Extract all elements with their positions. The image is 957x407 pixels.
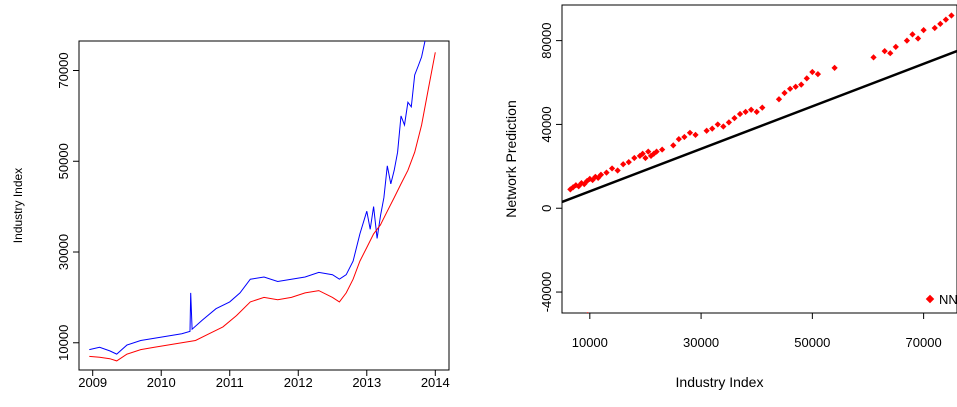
legend-label: NN [939, 292, 957, 307]
y-tick-label: 50000 [56, 143, 71, 179]
scatter-point [931, 24, 938, 32]
scatter-point [909, 31, 916, 38]
scatter-point [948, 12, 955, 19]
x-tick-label: 2013 [352, 375, 381, 390]
scatter-point [781, 89, 788, 97]
scatter-point [786, 85, 794, 92]
scatter-point [603, 169, 610, 176]
y-tick-label: 10000 [56, 325, 71, 361]
scatter-point [798, 81, 805, 88]
scatter-point [803, 75, 810, 82]
scatter-point [870, 54, 877, 61]
y-tick-label: -40000 [539, 272, 554, 312]
x-tick-label: 50000 [794, 335, 830, 350]
x-tick-label: 10000 [572, 335, 608, 350]
scatter-point [681, 133, 688, 141]
plot-area [89, 41, 436, 362]
x-tick-label: 30000 [683, 335, 719, 350]
scatter-point [736, 110, 744, 118]
legend-marker [925, 294, 935, 304]
y-axis-title: Industry Index [11, 168, 25, 243]
scatter-point [659, 146, 666, 153]
scatter-point [714, 121, 721, 128]
x-tick-label: 70000 [906, 335, 942, 350]
scatter-point [775, 96, 783, 103]
scatter-point [753, 108, 760, 115]
scatter-point [903, 37, 911, 44]
scatter-point [614, 167, 621, 174]
plot-frame [561, 4, 957, 314]
y-tick-label: 80000 [539, 23, 554, 59]
scatter-point [725, 119, 733, 126]
scatter-point [831, 64, 838, 71]
x-tick-label: 2010 [147, 375, 176, 390]
scatter-point [892, 43, 899, 51]
scatter-point [742, 108, 749, 115]
scatter-point [692, 131, 699, 139]
scatter-point [703, 127, 710, 134]
chart-1: 2009 2010 2011 2012 2013 2014 10000 30000 50000 7… [11, 40, 450, 390]
scatter-point [759, 104, 766, 111]
plot-frame [78, 40, 450, 371]
scatter-point [914, 35, 922, 42]
series-line-2 [89, 52, 436, 362]
scatter-point [675, 135, 682, 143]
scatter-point [881, 47, 888, 55]
scatter-point [720, 123, 727, 130]
y-tick-label: 70000 [56, 52, 71, 88]
y-tick-label: 30000 [56, 234, 71, 270]
x-tick-label: 2011 [216, 375, 244, 390]
scatter-point [670, 142, 677, 149]
y-tick-label: 40000 [539, 106, 554, 142]
scatter-point [920, 27, 927, 34]
scatter-point [686, 129, 694, 136]
series-line-1 [89, 41, 426, 355]
scatter-point [631, 154, 638, 162]
x-axis-title: Industry Index [676, 374, 764, 390]
y-axis-title: Network Prediction [503, 100, 519, 218]
scatter-point [792, 83, 799, 90]
y-tick-label: 0 [539, 205, 554, 212]
scatter-point [731, 115, 738, 122]
x-tick-label: 2014 [421, 375, 450, 390]
scatter-point [620, 161, 627, 168]
scatter-point [748, 106, 755, 113]
scatter-point [887, 50, 894, 57]
plot-area [562, 12, 957, 313]
scatter-point [809, 68, 816, 76]
scatter-point [608, 165, 616, 172]
chart-2: 10000 30000 50000 70000 -40000 0 40000 80000 Net… [503, 4, 957, 390]
scatter-point [937, 20, 944, 27]
x-tick-label: 2012 [284, 375, 313, 390]
scatter-point [942, 16, 949, 23]
scatter-point [625, 159, 632, 166]
scatter-point [814, 71, 822, 78]
reference-line [562, 49, 957, 204]
x-tick-label: 2009 [78, 375, 107, 390]
scatter-point [709, 125, 716, 132]
